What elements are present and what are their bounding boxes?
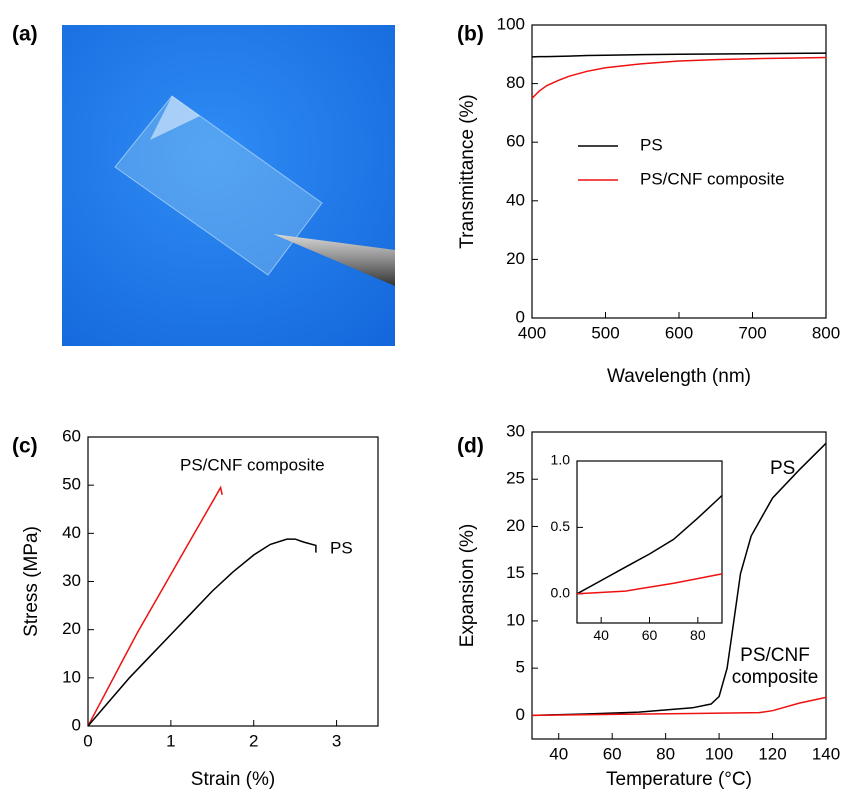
series-line	[531, 442, 827, 717]
y-tick-label: 5	[516, 658, 525, 677]
y-axis-label: Expansion (%)	[457, 524, 478, 648]
x-axis-label: Strain (%)	[191, 769, 275, 790]
x-tick-label: 120	[758, 745, 786, 764]
y-tick-label: 50	[62, 475, 81, 494]
y-tick-label: 0	[516, 705, 525, 724]
panel-label: (b)	[457, 23, 484, 46]
y-tick-label: 100	[497, 14, 525, 33]
plot-frame	[576, 460, 723, 624]
y-tick-label: 20	[62, 619, 81, 638]
y-tick-label: 40	[506, 190, 525, 209]
y-tick-label: 30	[506, 421, 525, 440]
y-tick-label: 80	[506, 73, 525, 92]
series-line	[87, 485, 223, 727]
panel-label: (c)	[12, 435, 38, 458]
y-tick-label: 1.0	[551, 452, 571, 468]
x-tick-label: 80	[690, 627, 706, 643]
y-tick-label: 0	[72, 715, 81, 734]
x-tick-label: 1	[166, 732, 175, 751]
series-line	[531, 56, 827, 99]
y-axis-label: Stress (MPa)	[21, 526, 42, 637]
curve-label: PS/CNF composite	[180, 455, 325, 474]
y-tick-label: 0.5	[551, 518, 571, 534]
y-tick-label: 25	[506, 469, 525, 488]
plot-frame	[87, 436, 379, 727]
x-tick-label: 400	[518, 324, 546, 343]
annotation: PS/CNF	[740, 645, 810, 666]
series-line	[576, 494, 723, 595]
legend-label: PS/CNF composite	[640, 169, 785, 188]
curve-label: PS	[330, 538, 353, 557]
x-tick-label: 140	[812, 745, 840, 764]
y-tick-label: 40	[62, 523, 81, 542]
panel-label: (a)	[12, 23, 38, 46]
x-tick-label: 800	[812, 324, 840, 343]
y-tick-label: 20	[506, 249, 525, 268]
y-tick-label: 60	[506, 132, 525, 151]
panel-label: (d)	[457, 435, 484, 458]
x-tick-label: 0	[83, 732, 92, 751]
y-tick-label: 10	[62, 667, 81, 686]
x-tick-label: 3	[332, 732, 341, 751]
y-tick-label: 60	[62, 426, 81, 445]
annotation: composite	[732, 667, 819, 688]
series-line	[531, 52, 827, 58]
x-tick-label: 700	[738, 324, 766, 343]
y-tick-label: 15	[506, 563, 525, 582]
x-tick-label: 500	[591, 324, 619, 343]
x-tick-label: 60	[603, 745, 622, 764]
series-line	[531, 696, 827, 717]
y-tick-label: 0	[516, 307, 525, 326]
x-axis-label: Temperature (°C)	[606, 769, 752, 790]
x-tick-label: 60	[642, 627, 658, 643]
series-line	[87, 538, 317, 727]
y-tick-label: 30	[62, 571, 81, 590]
series-line	[576, 573, 723, 595]
legend-label: PS	[640, 135, 663, 154]
y-axis-label: Transmittance (%)	[457, 94, 478, 249]
x-tick-label: 40	[593, 627, 609, 643]
x-tick-label: 2	[249, 732, 258, 751]
x-tick-label: 40	[549, 745, 568, 764]
y-tick-label: 0.0	[551, 584, 571, 600]
y-tick-label: 20	[506, 516, 525, 535]
x-tick-label: 100	[705, 745, 733, 764]
x-tick-label: 600	[665, 324, 693, 343]
x-tick-label: 80	[656, 745, 675, 764]
y-tick-label: 10	[506, 610, 525, 629]
photo	[62, 25, 395, 346]
x-axis-label: Wavelength (nm)	[607, 366, 751, 387]
annotation: PS	[770, 458, 795, 479]
